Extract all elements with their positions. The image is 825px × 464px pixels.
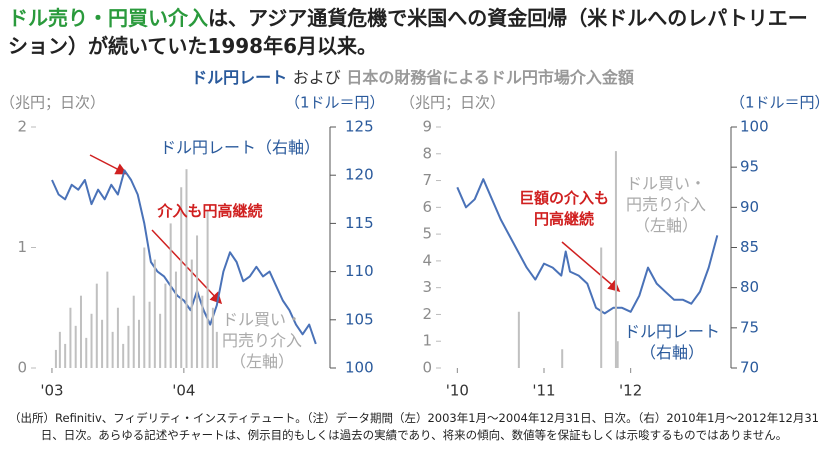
footnote: （出所）Refinitiv、フィデリティ・インスティテュート。（注）データ期間（… [9, 411, 819, 442]
bar [122, 343, 125, 368]
title-text: は、アジア通貨危機で米国への資金回帰（米ドルへのレパトリエーション）が続いていた… [8, 6, 808, 58]
line [51, 169, 317, 345]
y2-tick-label: 105 [345, 310, 374, 328]
bar [561, 349, 564, 368]
subtitle-part: および [292, 68, 341, 87]
annotation: 巨額の介入も円高継続 [518, 189, 609, 228]
bar [185, 169, 188, 368]
bar [74, 325, 77, 368]
bar [211, 307, 214, 368]
series-label: ドル円レート（右軸） [623, 322, 720, 362]
bar [517, 311, 520, 368]
y-tick-label: 7 [422, 171, 432, 189]
y2-tick-label: 80 [740, 278, 759, 296]
bar [196, 235, 199, 368]
y2-tick-label: 110 [345, 262, 374, 280]
arrow [561, 241, 621, 292]
bar [148, 301, 151, 368]
bar [201, 295, 204, 368]
y-tick-label: 1 [422, 332, 432, 350]
y2-axis-label: （1ドル＝円） [285, 94, 385, 112]
bar [69, 307, 72, 368]
bar [54, 349, 57, 368]
arrow [89, 154, 128, 175]
y-axis-label: （兆円；日次） [0, 94, 105, 112]
x-tick-label: '12 [619, 382, 642, 400]
bar [79, 295, 82, 368]
title: ドル売り・円買い介入は、アジア通貨危機で米国への資金回帰（米ドルへのレパトリエー… [8, 4, 820, 60]
y-tick-label: 9 [422, 118, 432, 136]
title-highlight: ドル売り・円買い介入 [8, 6, 208, 30]
y2-axis-label: （1ドル＝円） [730, 94, 825, 112]
y-tick-label: 0 [17, 359, 27, 377]
bar [614, 151, 617, 368]
line [456, 178, 719, 315]
y2-tick-label: 90 [740, 198, 759, 216]
y-tick-label: 6 [422, 198, 432, 216]
bar [600, 247, 603, 368]
bar [90, 313, 93, 368]
bar [169, 223, 172, 368]
bar [153, 259, 156, 368]
bar [106, 271, 109, 368]
subtitle-part: 日本の財務省によるドル円市場介入金額 [346, 68, 634, 87]
bar [64, 343, 67, 368]
x-tick-label: '04 [172, 382, 195, 400]
y2-tick-label: 100 [740, 118, 769, 136]
bar [138, 319, 141, 368]
subtitle-part: ドル円レート [191, 68, 288, 87]
y2-tick-label: 115 [345, 214, 374, 232]
bar [206, 211, 209, 368]
y-tick-label: 2 [422, 305, 432, 323]
bar [58, 331, 61, 368]
bar [143, 247, 146, 368]
bar [101, 319, 104, 368]
series-label: ドル買い・円売り介入（左軸） [625, 174, 706, 235]
bar [116, 307, 119, 368]
x-tick-label: '11 [532, 382, 555, 400]
y-axis-label: （兆円；日次） [400, 94, 505, 112]
y-tick-label: 2 [17, 118, 27, 136]
subtitle: ドル円レート および 日本の財務省によるドル円市場介入金額 [0, 64, 825, 88]
bar [164, 283, 167, 368]
bar [174, 271, 177, 368]
bar [159, 313, 162, 368]
bar [111, 331, 114, 368]
x-tick-label: '03 [40, 382, 63, 400]
bar [95, 283, 98, 368]
y2-tick-label: 125 [345, 118, 374, 136]
y-tick-label: 1 [17, 238, 27, 256]
series-label: ドル買い・円売り介入（左軸） [221, 310, 302, 371]
annotation: 介入も円高継続 [157, 202, 263, 220]
bar [215, 331, 218, 368]
x-tick-label: '10 [446, 382, 469, 400]
bar [616, 341, 619, 368]
y-tick-label: 3 [422, 278, 432, 296]
y2-tick-label: 70 [740, 359, 759, 377]
bar [180, 187, 183, 368]
y2-tick-label: 85 [740, 238, 759, 256]
y-tick-label: 8 [422, 144, 432, 162]
bar [190, 259, 193, 368]
y-tick-label: 4 [422, 251, 432, 269]
y2-tick-label: 100 [345, 359, 374, 377]
y-tick-label: 5 [422, 225, 432, 243]
y2-tick-label: 95 [740, 158, 759, 176]
y2-tick-label: 120 [345, 166, 374, 184]
series-label: ドル円レート（右軸） [159, 138, 320, 157]
bar [132, 295, 135, 368]
bar [127, 325, 130, 368]
bar [85, 337, 88, 368]
y-tick-label: 0 [422, 359, 432, 377]
y2-tick-label: 75 [740, 318, 759, 336]
